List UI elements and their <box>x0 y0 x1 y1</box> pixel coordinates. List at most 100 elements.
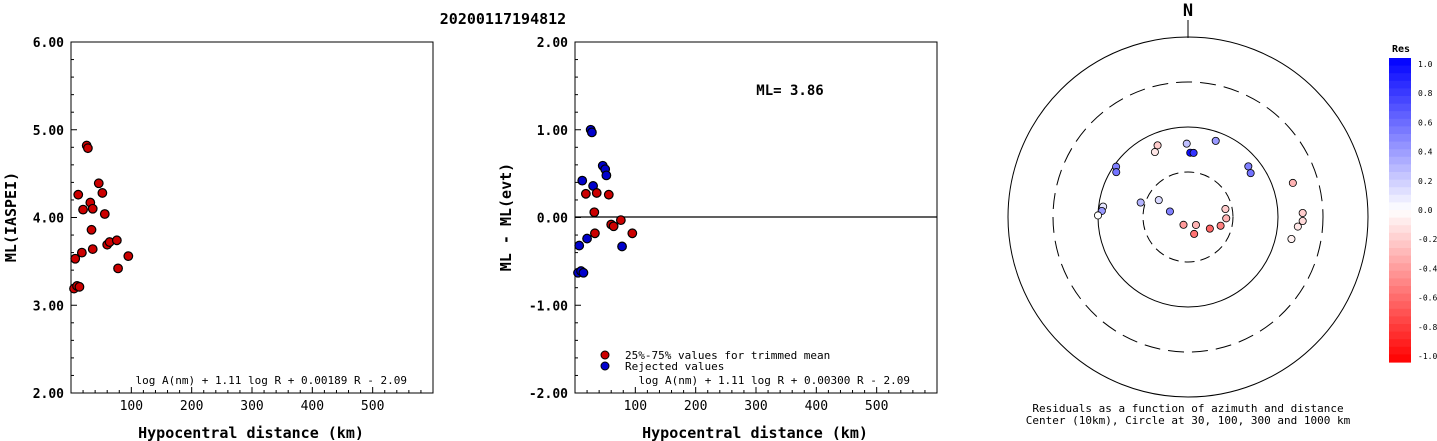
colorbar-cell <box>1389 111 1411 120</box>
colorbar-cell <box>1389 210 1411 219</box>
ring-300km <box>1052 81 1324 353</box>
station-marker <box>1190 229 1199 238</box>
station-marker <box>1205 224 1214 233</box>
station-marker <box>1136 198 1145 207</box>
station-marker <box>1112 168 1121 177</box>
plot1-xtick-label: 500 <box>361 399 384 414</box>
colorbar-tick-label: 0.0 <box>1418 206 1433 215</box>
colorbar-cell <box>1389 217 1411 226</box>
magnitude-point <box>86 224 97 235</box>
colorbar-cell <box>1389 316 1411 325</box>
colorbar-cell <box>1389 286 1411 295</box>
colorbar-cell <box>1389 194 1411 203</box>
colorbar-tick-label: -0.2 <box>1418 235 1437 244</box>
station-marker <box>1298 217 1307 226</box>
plot2-ytick-label: -1.00 <box>529 299 568 314</box>
rejected-point <box>582 233 592 244</box>
plot2-ylabel: ML - ML(evt) <box>497 163 515 271</box>
magnitude-point <box>113 263 123 274</box>
azimuth-map: N Residuals as a function of azimuth and… <box>1007 1 1369 427</box>
colorbar-cell <box>1389 308 1411 317</box>
station-marker <box>1287 234 1296 243</box>
magnitude-point <box>76 247 87 258</box>
colorbar-cell <box>1389 301 1411 310</box>
plot1-ytick-label: 5.00 <box>33 124 64 139</box>
colorbar-cell <box>1389 240 1411 249</box>
plot1-xtick-label: 400 <box>301 399 324 414</box>
plot2-ytick-label: 1.00 <box>537 124 568 139</box>
plot1-frame <box>70 41 434 394</box>
station-marker <box>1153 141 1162 150</box>
ml-label: ML= 3.86 <box>756 83 823 99</box>
colorbar-tick-label: 0.6 <box>1418 118 1433 127</box>
colorbar-tick-label: 0.4 <box>1418 148 1433 157</box>
magnitude-point <box>82 143 93 154</box>
event-title: 20200117194812 <box>440 10 566 28</box>
plot2-ytick-label: 2.00 <box>537 36 568 51</box>
rejected-point <box>577 175 588 186</box>
legend-trimmed-marker <box>600 350 610 360</box>
magnitude-point <box>87 203 98 214</box>
colorbar-cell <box>1389 88 1411 97</box>
colorbar-cell <box>1389 354 1411 363</box>
plot1-formula: log A(nm) + 1.11 log R + 0.00189 R - 2.0… <box>135 374 407 387</box>
colorbar-cell <box>1389 141 1411 150</box>
magnitude-point <box>99 209 110 219</box>
colorbar-cell <box>1389 248 1411 257</box>
colorbar-cell <box>1389 278 1411 287</box>
magnitude-point <box>78 204 88 215</box>
colorbar: Res 1.0 0.8 0.6 0.4 0.2 0.0 -0.2 -0.4 -0.6 -0.8 -1… <box>1389 44 1437 363</box>
colorbar-cell <box>1389 149 1411 158</box>
trimmed-point <box>603 189 614 200</box>
magnitude-point <box>73 189 84 200</box>
legend-trimmed-label: 25%-75% values for trimmed mean <box>625 349 830 362</box>
colorbar-cell <box>1389 80 1411 89</box>
station-marker <box>1244 162 1253 171</box>
colorbar-cell <box>1389 346 1411 355</box>
trimmed-point <box>580 188 591 199</box>
colorbar-cell <box>1389 156 1411 165</box>
station-marker <box>1293 222 1302 231</box>
plot2-formula: log A(nm) + 1.11 log R + 0.00300 R - 2.0… <box>638 374 910 387</box>
colorbar-cell <box>1389 339 1411 348</box>
plot1-ytick-label: 3.00 <box>33 299 64 314</box>
plot1-xtick-label: 300 <box>240 399 263 414</box>
colorbar-cell <box>1389 65 1411 74</box>
ring-1000km <box>1007 36 1369 398</box>
rejected-point <box>578 267 589 278</box>
colorbar-cell <box>1389 293 1411 302</box>
colorbar-tick-label: -0.6 <box>1418 294 1437 303</box>
station-marker <box>1165 207 1174 216</box>
colorbar-cell <box>1389 187 1411 196</box>
colorbar-cell <box>1389 164 1411 173</box>
colorbar-tick-label: 0.8 <box>1418 89 1433 98</box>
colorbar-cell <box>1389 225 1411 234</box>
colorbar-cell <box>1389 58 1411 67</box>
plot2-xtick-label: 100 <box>624 399 647 414</box>
magnitude-plot: ML(IASPEI) Hypocentral distance (km) log… <box>2 36 434 441</box>
station-marker <box>1288 178 1297 187</box>
colorbar-cell <box>1389 118 1411 127</box>
colorbar-cell <box>1389 270 1411 279</box>
colorbar-cell <box>1389 96 1411 105</box>
plot1-ytick-label: 4.00 <box>33 212 64 227</box>
station-marker <box>1216 221 1225 230</box>
map-caption-2: Center (10km), Circle at 30, 100, 300 an… <box>1026 414 1351 427</box>
colorbar-cell <box>1389 179 1411 188</box>
magnitude-point <box>87 244 98 254</box>
north-label: N <box>1183 1 1193 21</box>
plot2-xtick-label: 300 <box>744 399 767 414</box>
legend-rejected-marker <box>600 361 610 371</box>
plot2-xlabel: Hypocentral distance (km) <box>642 424 868 441</box>
plot2-xtick-label: 400 <box>805 399 828 414</box>
ring-30km <box>1142 171 1234 263</box>
magnitude-point <box>74 281 85 292</box>
station-marker <box>1179 220 1188 229</box>
plot1-xtick-label: 200 <box>180 399 203 414</box>
station-marker <box>1150 148 1159 157</box>
station-marker <box>1298 208 1307 217</box>
station-marker <box>1221 205 1230 214</box>
colorbar-cell <box>1389 126 1411 135</box>
magnitude-point <box>97 188 108 198</box>
